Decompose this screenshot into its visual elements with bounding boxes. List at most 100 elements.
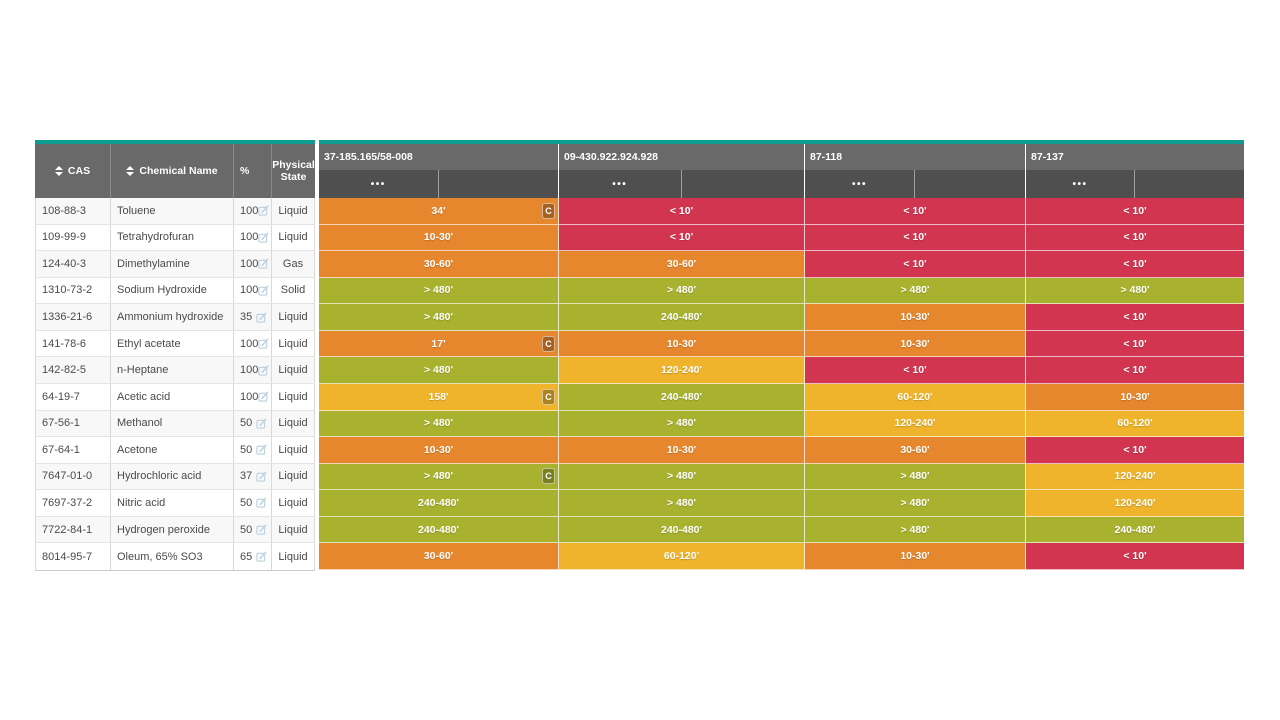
header-cas[interactable]: CAS bbox=[35, 144, 111, 198]
rating-cell[interactable]: 10-30' bbox=[559, 330, 805, 358]
rating-cell[interactable]: 10-30' bbox=[319, 437, 559, 464]
rating-cell[interactable]: < 10' bbox=[1026, 437, 1244, 464]
rating-cell[interactable]: < 10' bbox=[805, 251, 1026, 278]
product-menu-button[interactable]: ••• bbox=[612, 178, 628, 190]
rating-cell[interactable]: < 10' bbox=[1026, 330, 1244, 358]
rating-cell[interactable]: 240-480' bbox=[1026, 516, 1244, 544]
edit-percent-icon[interactable] bbox=[258, 391, 269, 402]
rating-cell[interactable]: 10-30' bbox=[559, 437, 805, 464]
rating-cell[interactable]: 60-120' bbox=[805, 383, 1026, 411]
chemical-percent: 100 bbox=[234, 198, 272, 224]
rating-cell[interactable]: 240-480' bbox=[319, 490, 559, 517]
rating-cell[interactable]: < 10' bbox=[1026, 198, 1244, 225]
header-chemical-name[interactable]: Chemical Name bbox=[111, 144, 234, 198]
rating-cell[interactable]: > 480' bbox=[319, 277, 559, 305]
header-percent-label: % bbox=[240, 164, 250, 177]
rating-cell[interactable]: 158' C bbox=[319, 383, 559, 411]
product-name[interactable]: 09-430.922.924.928 bbox=[559, 144, 804, 170]
rating-cell[interactable]: 34' C bbox=[319, 198, 559, 225]
rating-cell[interactable]: 120-240' bbox=[1026, 463, 1244, 491]
product-menu-button[interactable]: ••• bbox=[370, 178, 386, 190]
rating-cell[interactable]: 60-120' bbox=[1026, 410, 1244, 438]
product-name[interactable]: 87-137 bbox=[1026, 144, 1244, 170]
edit-percent-icon[interactable] bbox=[256, 497, 267, 509]
rating-cell[interactable]: > 480' bbox=[559, 490, 805, 517]
rating-value: < 10' bbox=[1123, 311, 1147, 324]
rating-cell[interactable]: 10-30' bbox=[1026, 383, 1244, 411]
rating-value: > 480' bbox=[666, 417, 697, 430]
rating-cell[interactable]: < 10' bbox=[559, 224, 805, 252]
rating-cell[interactable]: < 10' bbox=[1026, 224, 1244, 252]
rating-cell[interactable]: > 480' bbox=[559, 463, 805, 491]
edit-percent-icon[interactable] bbox=[258, 338, 269, 349]
rating-cell[interactable]: 120-240' bbox=[805, 410, 1026, 438]
rating-cell[interactable]: 30-60' bbox=[805, 437, 1026, 464]
rating-cell[interactable]: < 10' bbox=[805, 198, 1026, 225]
rating-cell[interactable]: < 10' bbox=[1026, 304, 1244, 331]
rating-cell[interactable]: 10-30' bbox=[805, 543, 1026, 570]
rating-cell[interactable]: 120-240' bbox=[1026, 490, 1244, 517]
product-name[interactable]: 37-185.165/58-008 bbox=[319, 144, 558, 170]
rating-cell[interactable]: < 10' bbox=[1026, 543, 1244, 570]
edit-percent-icon[interactable] bbox=[258, 258, 269, 270]
rating-cell[interactable]: > 480' bbox=[319, 357, 559, 384]
edit-percent-icon[interactable] bbox=[258, 232, 269, 243]
rating-cell[interactable]: > 480' bbox=[559, 277, 805, 305]
sort-icon[interactable] bbox=[126, 166, 135, 176]
rating-cell[interactable]: 240-480' bbox=[559, 304, 805, 331]
rating-cell[interactable]: > 480' bbox=[805, 490, 1026, 517]
edit-percent-icon[interactable] bbox=[256, 471, 267, 482]
rating-value: 120-240' bbox=[660, 364, 703, 377]
rating-cell[interactable]: 240-480' bbox=[319, 516, 559, 544]
edit-percent-icon[interactable] bbox=[258, 365, 269, 376]
edit-percent-icon[interactable] bbox=[256, 524, 267, 535]
product-menu-button[interactable]: ••• bbox=[1072, 178, 1088, 190]
rating-cell[interactable]: < 10' bbox=[1026, 251, 1244, 278]
rating-cell[interactable]: 30-60' bbox=[559, 251, 805, 278]
rating-cell[interactable]: < 10' bbox=[1026, 357, 1244, 384]
rating-cell[interactable]: < 10' bbox=[805, 357, 1026, 384]
rating-cell[interactable]: 17' C bbox=[319, 330, 559, 358]
rating-cell[interactable]: > 480' bbox=[1026, 277, 1244, 305]
product-name[interactable]: 87-118 bbox=[805, 144, 1025, 170]
chemical-name: Tetrahydrofuran bbox=[111, 224, 234, 251]
product-subheader: ••• bbox=[1026, 170, 1244, 198]
rating-cell[interactable]: 30-60' bbox=[319, 251, 559, 278]
rating-cell[interactable]: > 480' bbox=[805, 516, 1026, 544]
chemical-cas: 141-78-6 bbox=[35, 330, 111, 357]
rating-cell[interactable]: > 480' bbox=[805, 463, 1026, 491]
rating-cell[interactable]: > 480' bbox=[319, 410, 559, 438]
chemical-name: Dimethylamine bbox=[111, 251, 234, 277]
rating-cell[interactable]: 10-30' bbox=[319, 224, 559, 252]
rating-cell[interactable]: < 10' bbox=[559, 198, 805, 225]
edit-percent-icon[interactable] bbox=[258, 205, 269, 216]
edit-percent-icon[interactable] bbox=[256, 551, 267, 562]
rating-cell[interactable]: 240-480' bbox=[559, 383, 805, 411]
rating-value: 10-30' bbox=[900, 311, 930, 324]
rating-cell[interactable]: > 480' bbox=[805, 277, 1026, 305]
rating-cell[interactable]: 10-30' bbox=[805, 330, 1026, 358]
rating-value: 240-480' bbox=[1114, 523, 1156, 536]
edit-percent-icon[interactable] bbox=[256, 444, 267, 455]
edit-percent-icon[interactable] bbox=[258, 285, 269, 296]
product-menu-button[interactable]: ••• bbox=[851, 178, 867, 190]
rating-cell[interactable]: < 10' bbox=[805, 224, 1026, 252]
chemical-name: Acetic acid bbox=[111, 383, 234, 410]
rating-cell[interactable]: 30-60' bbox=[319, 543, 559, 570]
results-row: > 480' 120-240' < 10' < 10' bbox=[319, 357, 1244, 384]
rating-cell[interactable]: 240-480' bbox=[559, 516, 805, 544]
rating-cell[interactable]: 60-120' bbox=[559, 543, 805, 570]
rating-value: 10-30' bbox=[900, 337, 930, 350]
chemical-row: 142-82-5 n-Heptane 100 Liquid bbox=[35, 357, 315, 384]
rating-cell[interactable]: > 480' bbox=[559, 410, 805, 438]
chemical-row: 67-64-1 Acetone 50 Liquid bbox=[35, 437, 315, 464]
rating-cell[interactable]: 10-30' bbox=[805, 304, 1026, 331]
results-row: 10-30' 10-30' 30-60' < 10' bbox=[319, 437, 1244, 464]
edit-percent-icon[interactable] bbox=[256, 312, 267, 323]
rating-cell[interactable]: > 480' bbox=[319, 304, 559, 331]
rating-cell[interactable]: > 480' C bbox=[319, 463, 559, 491]
rating-cell[interactable]: 120-240' bbox=[559, 357, 805, 384]
sort-icon[interactable] bbox=[54, 166, 63, 176]
edit-percent-icon[interactable] bbox=[256, 418, 267, 429]
rating-value: 240-480' bbox=[660, 390, 703, 403]
